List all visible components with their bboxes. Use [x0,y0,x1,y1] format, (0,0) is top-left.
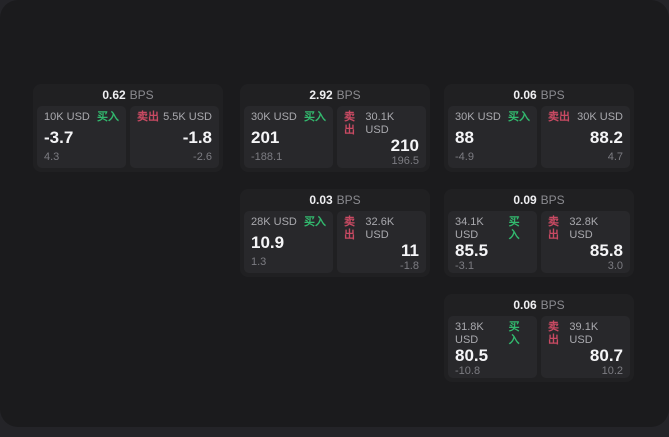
sell-sub-value: 10.2 [601,365,623,377]
buy-amount: 10K USD [44,111,90,123]
buy-side-label: 买入 [304,216,326,228]
buy-price: 201 [251,127,280,147]
sell-side-label: 卖出 [344,216,355,241]
bps-unit-label: BPS [336,88,361,102]
buy-price: 85.5 [455,241,489,260]
buy-price: 10.9 [251,232,285,252]
bps-value: 2.92 [309,88,333,102]
bps-unit-label: BPS [336,193,361,207]
quote-card-0: 0.62 BPS 10K USD 买入 -3.7 4.3 卖出 5.5K USD… [33,84,223,172]
quote-panels: 31.8K USD 买入 80.5 -10.8 卖出 39.1K USD 80.… [448,316,630,378]
bps-unit-label: BPS [540,298,565,312]
buy-price: 88 [455,127,474,147]
sell-side-label: 卖出 [548,321,559,346]
quote-panels: 34.1K USD 买入 85.5 -3.1 卖出 32.8K USD 85.8… [448,211,630,273]
card-header: 0.62 BPS [37,84,219,106]
sell-amount: 30K USD [577,111,623,123]
bps-unit-label: BPS [540,88,565,102]
sell-amount: 32.6K USD [365,216,395,241]
buy-amount: 30K USD [251,111,297,123]
card-header: 2.92 BPS [244,84,426,106]
sell-price: 88.2 [589,127,623,147]
sell-price: -1.8 [182,127,212,147]
app-window: 0.62 BPS 10K USD 买入 -3.7 4.3 卖出 5.5K USD… [0,0,669,427]
buy-side-label: 买入 [508,321,520,346]
bps-value: 0.06 [513,298,537,312]
sell-side-label: 卖出 [548,111,570,123]
sell-sub-value: -1.8 [400,260,419,272]
bps-unit-label: BPS [129,88,154,102]
buy-amount: 30K USD [455,111,501,123]
sell-price: 11 [401,241,419,260]
sell-price: 80.7 [589,346,623,365]
sell-amount: 39.1K USD [569,321,599,346]
buy-amount: 28K USD [251,216,297,228]
quote-panels: 30K USD 买入 201 -188.1 卖出 30.1K USD 210 1… [244,106,426,168]
buy-price: -3.7 [44,127,74,147]
quote-panels: 28K USD 买入 10.9 1.3 卖出 32.6K USD 11 -1.8 [244,211,426,273]
sell-price: 210 [390,136,419,155]
bps-value: 0.09 [513,193,537,207]
buy-side-label: 买入 [508,216,520,241]
sell-panel[interactable]: 卖出 39.1K USD 80.7 10.2 [541,316,630,378]
sell-amount: 5.5K USD [163,111,212,123]
buy-sub-value: -10.8 [455,365,481,377]
sell-side-label: 卖出 [137,111,159,123]
buy-sub-value: 4.3 [44,151,60,163]
bps-value: 0.06 [513,88,537,102]
bps-unit-label: BPS [540,193,565,207]
quote-card-4: 0.09 BPS 34.1K USD 买入 85.5 -3.1 卖出 32.8K… [444,189,634,277]
buy-panel[interactable]: 10K USD 买入 -3.7 4.3 [37,106,126,168]
buy-panel[interactable]: 28K USD 买入 10.9 1.3 [244,211,333,273]
quote-panels: 10K USD 买入 -3.7 4.3 卖出 5.5K USD -1.8 -2.… [37,106,219,168]
sell-amount: 30.1K USD [365,111,395,136]
buy-sub-value: -3.1 [455,260,474,272]
sell-panel[interactable]: 卖出 30.1K USD 210 196.5 [337,106,426,168]
buy-sub-value: -188.1 [251,151,283,163]
bps-value: 0.03 [309,193,333,207]
sell-sub-value: -2.6 [193,151,212,163]
card-header: 0.03 BPS [244,189,426,211]
sell-sub-value: 3.0 [607,260,623,272]
sell-panel[interactable]: 卖出 30K USD 88.2 4.7 [541,106,630,168]
sell-price: 85.8 [589,241,623,260]
buy-side-label: 买入 [304,111,326,123]
buy-amount: 34.1K USD [455,216,484,241]
sell-panel[interactable]: 卖出 32.6K USD 11 -1.8 [337,211,426,273]
buy-sub-value: 1.3 [251,256,267,268]
quote-card-2: 0.06 BPS 30K USD 买入 88 -4.9 卖出 30K USD 8… [444,84,634,172]
buy-panel[interactable]: 34.1K USD 买入 85.5 -3.1 [448,211,537,273]
card-header: 0.09 BPS [448,189,630,211]
buy-panel[interactable]: 30K USD 买入 88 -4.9 [448,106,537,168]
buy-sub-value: -4.9 [455,151,474,163]
quote-card-3: 0.03 BPS 28K USD 买入 10.9 1.3 卖出 32.6K US… [240,189,430,277]
card-header: 0.06 BPS [448,84,630,106]
buy-panel[interactable]: 30K USD 买入 201 -188.1 [244,106,333,168]
buy-amount: 31.8K USD [455,321,484,346]
sell-panel[interactable]: 卖出 5.5K USD -1.8 -2.6 [130,106,219,168]
sell-side-label: 卖出 [344,111,355,136]
sell-sub-value: 196.5 [391,155,419,167]
sell-side-label: 卖出 [548,216,559,241]
buy-side-label: 买入 [97,111,119,123]
buy-side-label: 买入 [508,111,530,123]
sell-panel[interactable]: 卖出 32.8K USD 85.8 3.0 [541,211,630,273]
buy-panel[interactable]: 31.8K USD 买入 80.5 -10.8 [448,316,537,378]
quote-panels: 30K USD 买入 88 -4.9 卖出 30K USD 88.2 4.7 [448,106,630,168]
buy-price: 80.5 [455,346,489,365]
card-header: 0.06 BPS [448,294,630,316]
quote-card-1: 2.92 BPS 30K USD 买入 201 -188.1 卖出 30.1K … [240,84,430,172]
bps-value: 0.62 [102,88,126,102]
sell-amount: 32.8K USD [569,216,599,241]
quote-card-5: 0.06 BPS 31.8K USD 买入 80.5 -10.8 卖出 39.1… [444,294,634,382]
sell-sub-value: 4.7 [607,151,623,163]
